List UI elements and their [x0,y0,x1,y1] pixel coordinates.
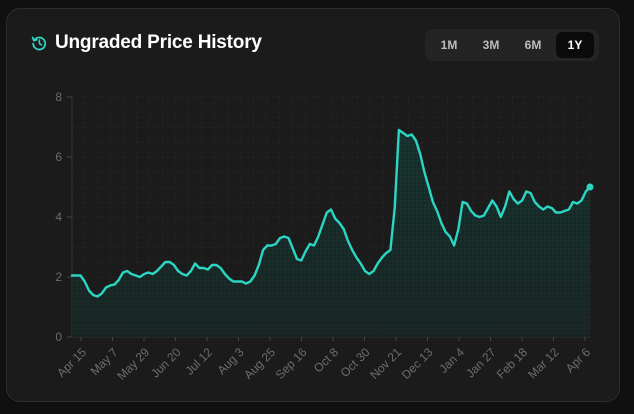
x-tick-label: Oct 30 [338,345,373,380]
price-area-fade [72,130,590,337]
x-tick-label: Feb 18 [494,345,531,382]
x-tick-label: Jul 12 [183,345,216,378]
y-tick-label: 6 [55,150,62,164]
x-tick-label: Jun 20 [148,345,184,381]
x-tick-label: Aug 25 [241,345,278,382]
history-icon [31,36,47,51]
x-tick-label: Oct 8 [311,345,341,375]
x-tick-label: Dec 13 [399,345,436,382]
x-tick-label: Mar 12 [525,345,562,382]
latest-price-point[interactable] [586,183,594,191]
x-tick-label: Jan 27 [463,345,499,381]
x-tick-label: Apr 15 [54,345,89,380]
price-series-line [70,128,592,298]
range-button-3m[interactable]: 3M [482,38,500,52]
y-tick-label: 8 [55,90,62,104]
x-tick-label: May 29 [114,345,152,383]
time-range-selector: 1M 3M 6M 1Y [425,29,599,61]
card-header: Ungraded Price History [31,32,262,54]
y-axis: 0 2 4 6 8 [55,90,73,344]
range-button-6m[interactable]: 6M [524,38,542,52]
range-button-1m[interactable]: 1M [440,38,458,52]
page-title: Ungraded Price History [55,32,262,53]
x-tick-label: Nov 21 [367,345,404,382]
x-tick-label: Sep 16 [273,345,310,382]
y-tick-label: 2 [55,270,62,284]
y-tick-label: 0 [55,330,62,344]
y-tick-label: 4 [55,210,62,224]
x-tick-label: Apr 6 [563,345,593,375]
range-button-1y[interactable]: 1Y [556,32,594,58]
